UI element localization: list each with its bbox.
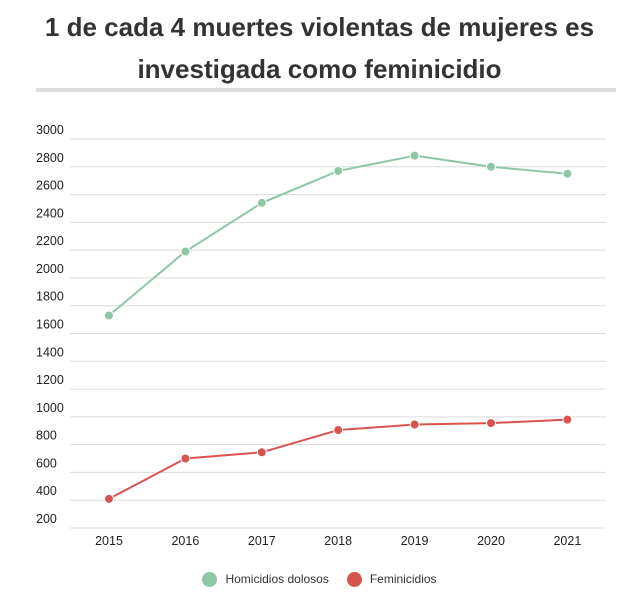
y-tick-label: 1400 <box>36 345 64 359</box>
y-tick-label: 600 <box>36 456 57 470</box>
legend-label-feminicidios: Feminicidios <box>369 572 437 586</box>
legend: Homicidios dolosos Feminicidios <box>0 568 639 590</box>
x-tick-label: 2017 <box>248 534 276 548</box>
x-tick-label: 2019 <box>401 534 429 548</box>
data-point[interactable] <box>104 310 114 321</box>
x-tick-label: 2016 <box>171 534 199 548</box>
y-tick-label: 3000 <box>36 123 64 137</box>
y-tick-label: 1600 <box>36 318 64 332</box>
y-tick-label: 2800 <box>36 151 64 165</box>
data-point[interactable] <box>409 150 420 161</box>
data-point[interactable] <box>409 419 420 430</box>
grid-lines <box>70 138 606 529</box>
x-tick-label: 2018 <box>324 534 352 548</box>
x-tick-label: 2015 <box>95 534 123 548</box>
data-point[interactable] <box>256 447 267 458</box>
data-point[interactable] <box>180 453 191 464</box>
legend-label-homicidios: Homicidios dolosos <box>225 572 329 586</box>
y-tick-label: 1800 <box>36 290 64 304</box>
y-tick-label: 1200 <box>36 373 64 387</box>
legend-swatch-feminicidios <box>346 571 362 587</box>
x-tick-label: 2020 <box>477 534 505 548</box>
y-tick-label: 800 <box>36 429 57 443</box>
data-point[interactable] <box>256 197 267 208</box>
data-point[interactable] <box>562 414 573 425</box>
series-line-0 <box>108 154 568 317</box>
data-point[interactable] <box>180 246 191 257</box>
y-tick-label: 400 <box>36 484 57 498</box>
title-divider <box>36 88 616 92</box>
series-lines <box>108 154 568 500</box>
y-tick-label: 2200 <box>36 234 64 248</box>
x-axis: 2015 2016 2017 2018 2019 2020 2021 <box>95 534 581 548</box>
data-point[interactable] <box>333 425 344 436</box>
y-tick-label: 1000 <box>36 401 64 415</box>
y-axis: 3000 2800 2600 2400 2200 2000 1800 1600 1400 1200… <box>36 123 64 526</box>
data-point[interactable] <box>486 161 496 172</box>
y-tick-label: 2400 <box>36 206 64 220</box>
line-chart: 3000 2800 2600 2400 2200 2000 1800 1600 1400 1200… <box>36 123 606 548</box>
legend-swatch-homicidios <box>202 571 218 587</box>
x-tick-label: 2021 <box>553 534 581 548</box>
y-tick-label: 2600 <box>36 179 64 193</box>
chart-title: 1 de cada 4 muertes violentas de mujeres… <box>44 12 595 84</box>
y-tick-label: 200 <box>36 512 57 526</box>
legend-item-feminicidios[interactable]: Feminicidios <box>346 571 437 587</box>
data-point[interactable] <box>562 168 573 179</box>
data-point[interactable] <box>104 493 114 504</box>
legend-item-homicidios[interactable]: Homicidios dolosos <box>202 571 329 587</box>
data-point[interactable] <box>333 165 344 176</box>
series-points <box>104 150 573 504</box>
y-tick-label: 2000 <box>36 262 64 276</box>
data-point[interactable] <box>486 418 496 429</box>
